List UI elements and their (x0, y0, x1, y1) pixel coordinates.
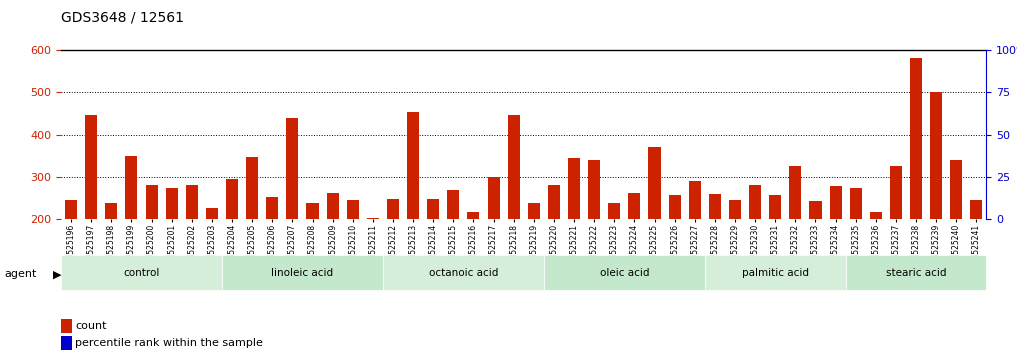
Bar (326, 193, 339, 304)
Text: oleic acid: oleic acid (600, 268, 649, 278)
Bar (166, 188, 178, 304)
FancyBboxPatch shape (222, 255, 383, 290)
Text: control: control (123, 268, 160, 278)
FancyBboxPatch shape (61, 255, 222, 290)
Bar (347, 200, 359, 304)
Text: stearic acid: stearic acid (886, 268, 947, 278)
Text: linoleic acid: linoleic acid (272, 268, 334, 278)
Bar (528, 203, 540, 304)
Bar (668, 195, 680, 304)
Text: ▶: ▶ (53, 269, 61, 279)
Bar (468, 212, 479, 304)
Bar (427, 199, 439, 304)
Bar (709, 194, 721, 304)
Bar (890, 166, 902, 304)
Text: octanoic acid: octanoic acid (429, 268, 498, 278)
Bar (287, 118, 298, 304)
Bar (629, 193, 641, 304)
Bar (649, 147, 661, 304)
Bar (950, 160, 962, 304)
FancyBboxPatch shape (383, 255, 544, 290)
Bar (769, 195, 781, 304)
Bar (447, 190, 460, 304)
Bar (367, 218, 379, 304)
Bar (931, 92, 942, 304)
Bar (266, 197, 279, 304)
Bar (65, 200, 77, 304)
Bar (487, 177, 499, 304)
Bar (830, 186, 842, 304)
Bar (507, 115, 520, 304)
Bar (870, 212, 882, 304)
Bar (548, 185, 560, 304)
Bar (588, 160, 600, 304)
FancyBboxPatch shape (544, 255, 705, 290)
Bar (85, 115, 98, 304)
Bar (246, 156, 258, 304)
Bar (186, 185, 198, 304)
Bar (386, 199, 399, 304)
Bar (849, 188, 861, 304)
FancyBboxPatch shape (846, 255, 986, 290)
Text: palmitic acid: palmitic acid (741, 268, 809, 278)
Text: count: count (75, 321, 107, 331)
Bar (106, 203, 117, 304)
Bar (789, 166, 801, 304)
Text: agent: agent (4, 269, 37, 279)
Bar (125, 156, 137, 304)
Bar (306, 203, 318, 304)
Bar (226, 179, 238, 304)
Bar (61, 336, 72, 350)
Bar (729, 200, 741, 304)
Bar (910, 58, 922, 304)
Bar (61, 319, 72, 333)
Text: percentile rank within the sample: percentile rank within the sample (75, 338, 262, 348)
Bar (750, 185, 761, 304)
FancyBboxPatch shape (705, 255, 846, 290)
Bar (608, 203, 620, 304)
Bar (569, 158, 580, 304)
Bar (970, 200, 982, 304)
Bar (145, 185, 158, 304)
Text: GDS3648 / 12561: GDS3648 / 12561 (61, 11, 184, 25)
Bar (689, 181, 701, 304)
Bar (810, 201, 822, 304)
Bar (407, 112, 419, 304)
Bar (205, 207, 218, 304)
